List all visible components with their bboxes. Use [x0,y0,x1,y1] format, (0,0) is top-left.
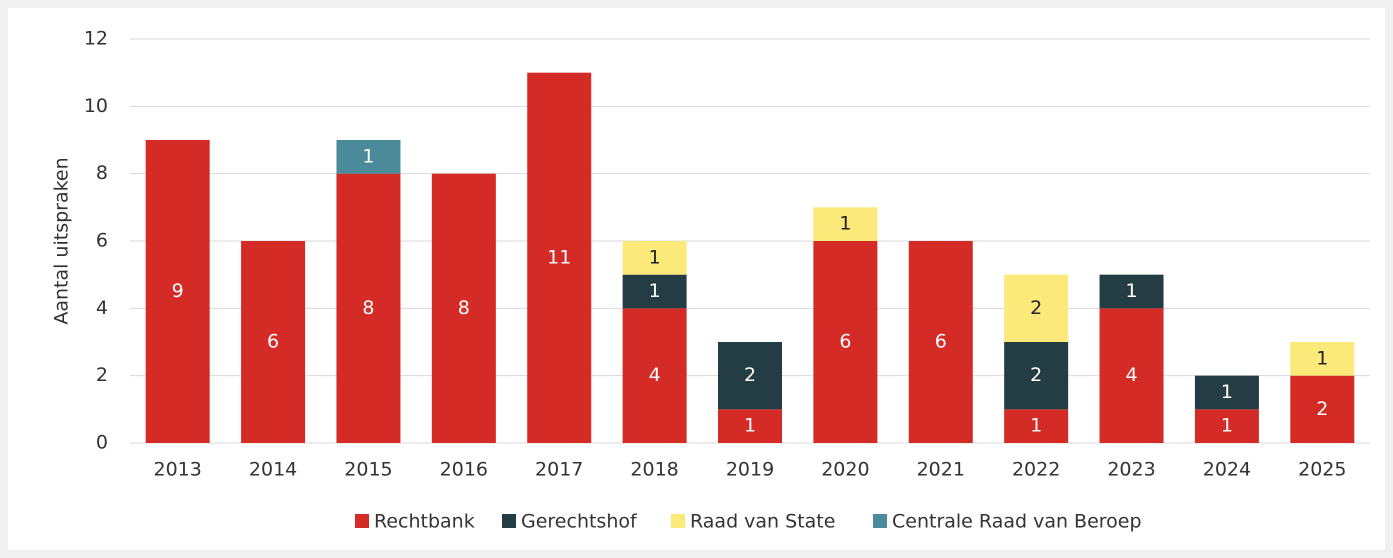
bar-segment [813,241,878,443]
data-label: 8 [362,297,374,319]
data-label: 2 [1316,398,1328,420]
data-label: 2 [1030,297,1042,319]
legend-swatch [873,514,887,528]
data-label: 1 [839,213,851,235]
x-tick-label: 2018 [630,459,678,481]
y-tick-label: 2 [96,364,108,386]
x-tick-label: 2013 [154,459,202,481]
bar-segment [1004,409,1069,443]
bar-segment [1194,409,1259,443]
bar-segment [1290,375,1355,443]
data-label: 1 [1125,280,1137,302]
bar-segment [622,274,687,309]
y-tick-label: 0 [96,432,108,454]
y-tick-label: 4 [96,297,108,319]
data-label: 6 [935,331,947,353]
bar-segment [1004,342,1069,410]
data-label: 2 [1030,364,1042,386]
data-label: 1 [744,415,756,437]
bar-segment [1099,274,1164,309]
x-tick-label: 2023 [1107,459,1155,481]
bar-segment [1099,308,1164,443]
y-tick-label: 8 [96,162,108,184]
data-label: 1 [1316,347,1328,369]
legend-label: Rechtbank [374,511,475,533]
data-label: 11 [547,246,571,268]
x-tick-label: 2017 [535,459,583,481]
bar-segment [1290,342,1355,376]
data-label: 1 [1221,415,1233,437]
legend-swatch [355,514,369,528]
data-label: 1 [362,145,374,167]
data-label: 4 [1125,364,1137,386]
x-tick-label: 2014 [249,459,297,481]
bar-segment [1004,274,1069,342]
x-tick-label: 2015 [344,459,392,481]
bar-segment [622,308,687,443]
bar-segment [145,140,210,443]
chart-background [8,8,1385,550]
y-axis-label: Aantal uitspraken [51,157,73,324]
bar-segment [718,409,782,443]
y-tick-label: 10 [84,95,108,117]
data-label: 9 [172,280,184,302]
data-label: 8 [458,297,470,319]
legend-label: Raad van State [690,511,835,533]
data-label: 1 [649,280,661,302]
bar-segment [431,173,496,443]
x-tick-label: 2021 [917,459,965,481]
bar-segment [622,241,687,275]
data-label: 2 [744,364,756,386]
data-label: 1 [1221,381,1233,403]
x-tick-label: 2020 [821,459,869,481]
x-tick-label: 2025 [1298,459,1346,481]
x-tick-label: 2016 [440,459,488,481]
legend-label: Centrale Raad van Beroep [892,511,1142,533]
legend-label: Gerechtshof [521,511,638,533]
y-tick-label: 6 [96,230,108,252]
bar-segment [336,140,401,174]
data-label: 6 [267,331,279,353]
data-label: 1 [649,246,661,268]
data-label: 6 [839,331,851,353]
bar-segment [241,241,306,443]
x-tick-label: 2024 [1203,459,1251,481]
bar-segment [336,173,401,443]
bar-segment [1194,375,1259,410]
bar-segment [718,342,782,410]
data-label: 1 [1030,415,1042,437]
y-tick-label: 12 [84,28,108,50]
data-label: 4 [649,364,661,386]
legend-swatch [671,514,685,528]
bar-segment [908,241,973,443]
x-tick-label: 2019 [726,459,774,481]
bar-segment [527,72,592,444]
legend-swatch [502,514,516,528]
x-tick-label: 2022 [1012,459,1060,481]
bar-segment [813,207,878,241]
